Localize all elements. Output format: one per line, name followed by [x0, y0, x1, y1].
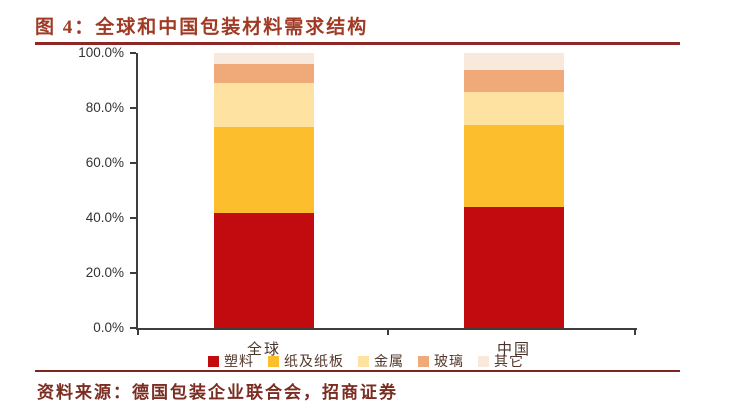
- legend-item: 纸及纸板: [268, 351, 344, 371]
- bar-segment: [464, 91, 564, 125]
- legend-item: 玻璃: [418, 351, 464, 371]
- legend-swatch: [358, 355, 369, 367]
- y-axis-tick-label: 80.0%: [85, 100, 124, 115]
- y-axis-tick-mark: [130, 272, 136, 274]
- legend-label: 塑料: [224, 355, 254, 370]
- y-axis-tick-label: 40.0%: [85, 210, 124, 225]
- bar-segment: [464, 207, 564, 328]
- legend-swatch: [418, 355, 429, 367]
- figure-title: 图 4：全球和中国包装材料需求结构: [35, 17, 369, 38]
- legend-label: 纸及纸板: [284, 355, 344, 370]
- data-source-note: 资料来源：德国包装企业联合会，招商证券: [37, 383, 398, 402]
- bar-segment: [464, 53, 564, 70]
- bar-segment: [214, 53, 314, 64]
- y-axis-tick-mark: [130, 162, 136, 164]
- legend-item: 其它: [478, 351, 524, 371]
- bar-segment: [214, 212, 314, 328]
- bar-segment: [214, 64, 314, 84]
- y-axis-tick-label: 20.0%: [85, 265, 124, 280]
- bar-segment: [464, 69, 564, 92]
- legend-item: 塑料: [208, 351, 254, 371]
- y-axis-tick-label: 60.0%: [85, 155, 124, 170]
- x-axis-tick-mark: [387, 330, 389, 335]
- legend-item: 金属: [358, 351, 404, 371]
- x-axis-tick-mark: [634, 330, 636, 335]
- legend-swatch: [268, 355, 279, 367]
- legend-label: 金属: [374, 355, 404, 370]
- x-axis-category-label: 中国: [496, 342, 531, 358]
- y-axis-tick-mark: [130, 52, 136, 54]
- bar-segment: [214, 127, 314, 213]
- bar-segment: [464, 124, 564, 207]
- y-axis-tick-label: 0.0%: [93, 320, 124, 335]
- legend-label: 玻璃: [434, 355, 464, 370]
- stacked-bar-china: [464, 53, 564, 328]
- legend-swatch: [208, 355, 219, 367]
- y-axis-tick-label: 100.0%: [78, 45, 124, 60]
- chart-area: 100.0% 80.0% 60.0% 40.0% 20.0% 0.0% 全球 中国: [78, 45, 637, 358]
- chart-legend: 塑料 纸及纸板 金属 玻璃 其它: [0, 351, 732, 371]
- stacked-bar-global: [214, 53, 314, 328]
- y-axis-tick-mark: [130, 327, 136, 329]
- y-axis-tick-mark: [130, 107, 136, 109]
- legend-swatch: [478, 355, 489, 367]
- footer-divider: [35, 370, 680, 372]
- bar-segment: [214, 83, 314, 128]
- legend-label: 其它: [494, 355, 524, 370]
- x-axis-tick-mark: [137, 330, 139, 335]
- title-divider: [35, 42, 680, 45]
- x-axis-category-label: 全球: [246, 342, 281, 358]
- y-axis-tick-mark: [130, 217, 136, 219]
